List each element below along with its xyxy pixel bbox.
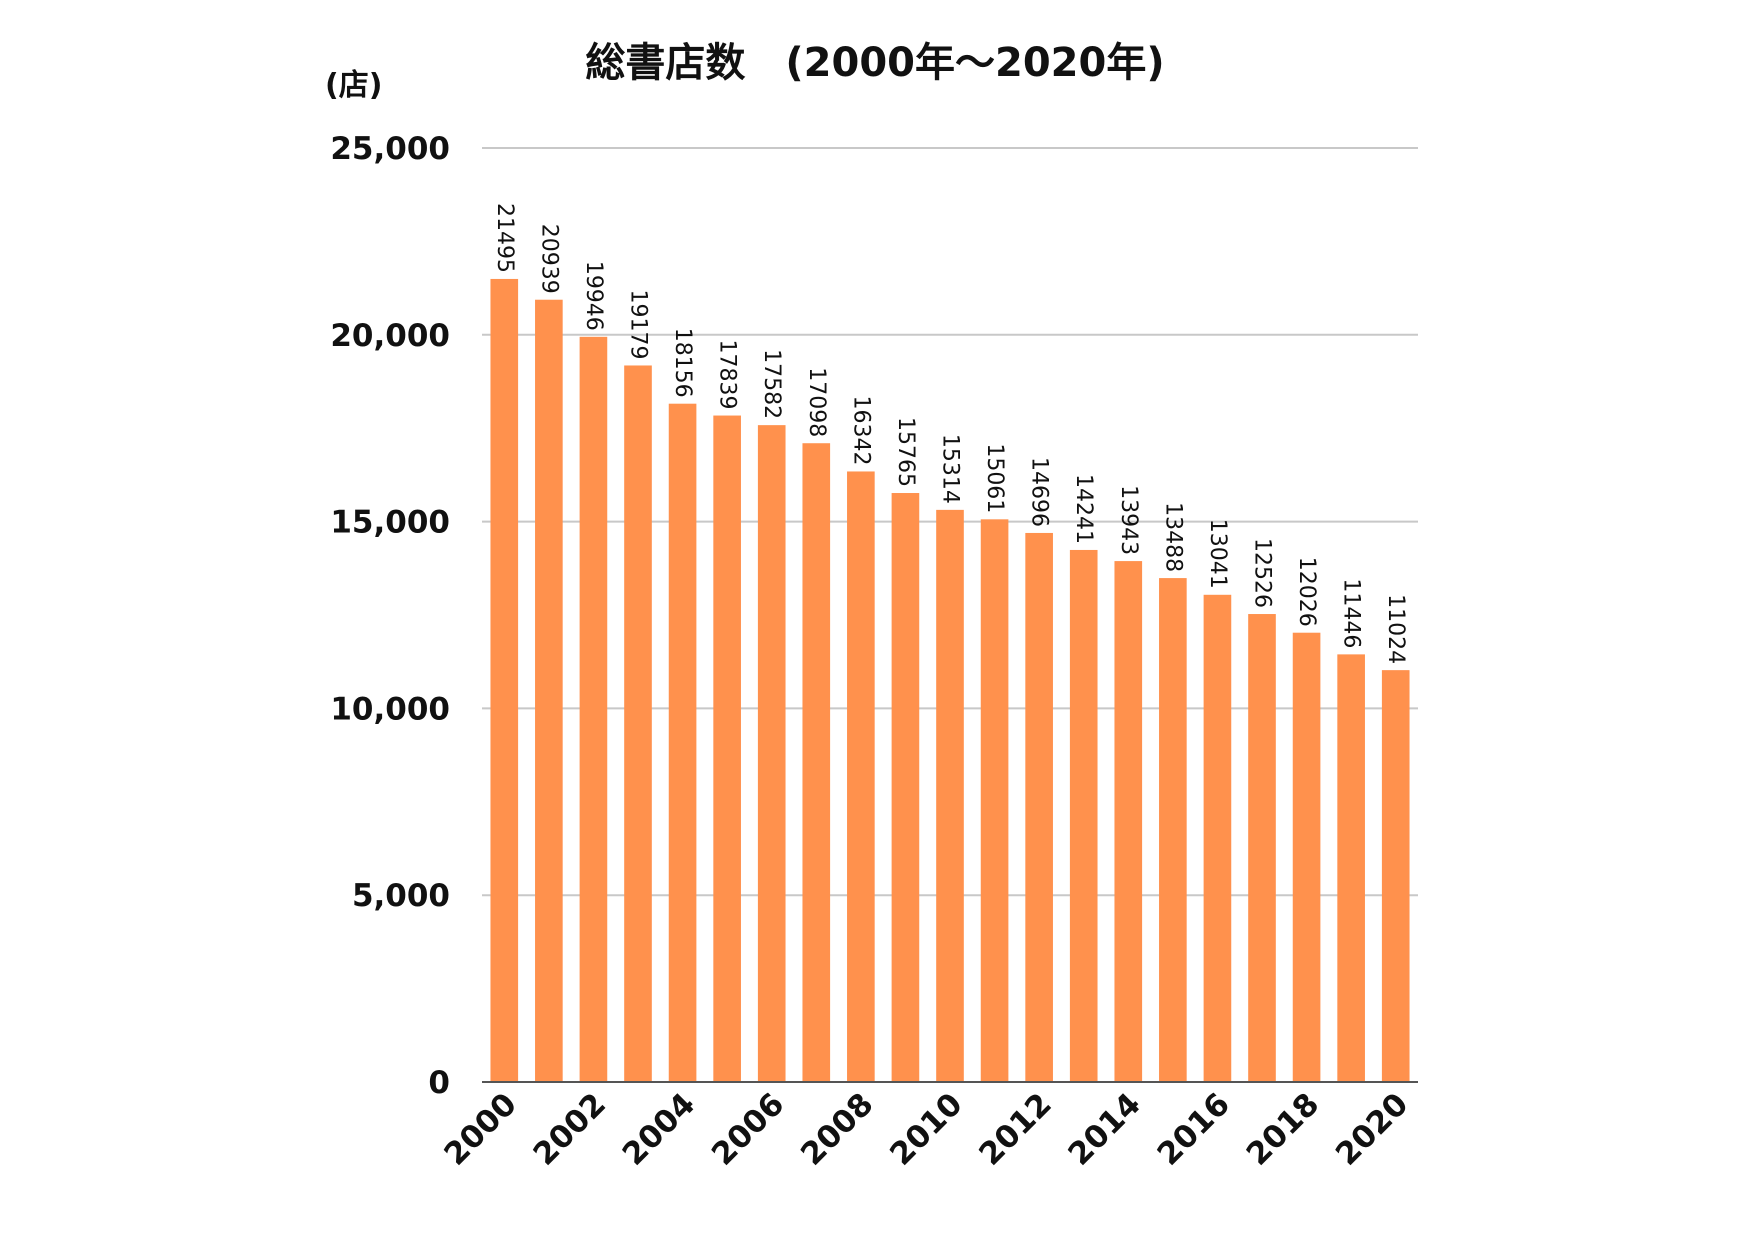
data-label: 13943 [1116,485,1141,555]
data-label: 17098 [804,367,829,437]
data-label: 15061 [982,443,1007,513]
bar-2003 [624,365,652,1083]
bar-2011 [980,519,1009,1082]
x-tick-label: 2020 [1329,1086,1415,1172]
x-tick-label: 2010 [883,1086,969,1172]
data-label: 19946 [581,261,606,331]
bar-2013 [1069,549,1098,1082]
data-label: 11024 [1383,594,1408,664]
bar-2016 [1203,594,1232,1082]
data-label: 14241 [1071,474,1096,544]
data-label: 13488 [1160,502,1185,572]
x-tick-label: 2018 [1240,1086,1326,1172]
data-label: 16342 [848,395,873,465]
bar-2007 [802,443,831,1082]
bar-2020 [1381,670,1410,1082]
bar-2014 [1114,561,1143,1082]
data-labels: 21495 20939 19946 19179 18156 17839 17582 17098… [492,203,1408,664]
bar-2017 [1248,614,1276,1082]
bar-2000 [490,278,519,1083]
bar-2015 [1159,578,1187,1082]
bar-2006 [757,425,786,1082]
bar-2010 [936,509,964,1082]
x-tick-label: 2016 [1151,1086,1237,1172]
data-label: 13041 [1205,519,1230,589]
y-axis-unit-label: (店) [325,68,382,103]
data-label: 15765 [893,417,918,487]
data-label: 21495 [492,203,517,273]
data-label: 17582 [759,349,784,419]
data-label: 14696 [1027,457,1052,527]
data-label: 20939 [536,224,561,294]
x-tick-label: 2004 [616,1086,702,1172]
x-tick-label: 2002 [527,1086,613,1172]
data-label: 12026 [1294,557,1319,627]
bar-2019 [1337,654,1365,1082]
bar-2008 [847,471,875,1082]
bar-2004 [668,403,697,1082]
bar-2002 [579,336,608,1082]
data-label: 12526 [1250,538,1275,608]
y-tick-label: 10,000 [330,691,450,727]
y-tick-label: 0 [428,1065,450,1101]
bar-2018 [1292,632,1321,1082]
data-label: 18156 [670,328,695,398]
bar-2009 [891,493,920,1082]
y-tick-label: 25,000 [330,131,450,167]
bar-2005 [713,415,741,1082]
bars [490,278,1410,1083]
data-label: 11446 [1339,578,1364,648]
x-tick-label: 2000 [437,1086,523,1172]
y-tick-label: 5,000 [352,878,450,914]
y-tick-label: 20,000 [330,318,450,354]
bar-2001 [535,299,563,1082]
bar-2012 [1025,532,1053,1082]
x-tick-label: 2008 [794,1086,880,1172]
x-tick-label: 2014 [1061,1086,1147,1172]
y-tick-label: 15,000 [330,505,450,541]
x-tick-label: 2006 [705,1086,791,1172]
data-label: 17839 [715,340,740,410]
data-label: 19179 [626,289,651,359]
data-label: 15314 [938,434,963,504]
chart-title: 総書店数 (2000年〜2020年) [585,40,1164,86]
x-tick-label: 2012 [972,1086,1058,1172]
